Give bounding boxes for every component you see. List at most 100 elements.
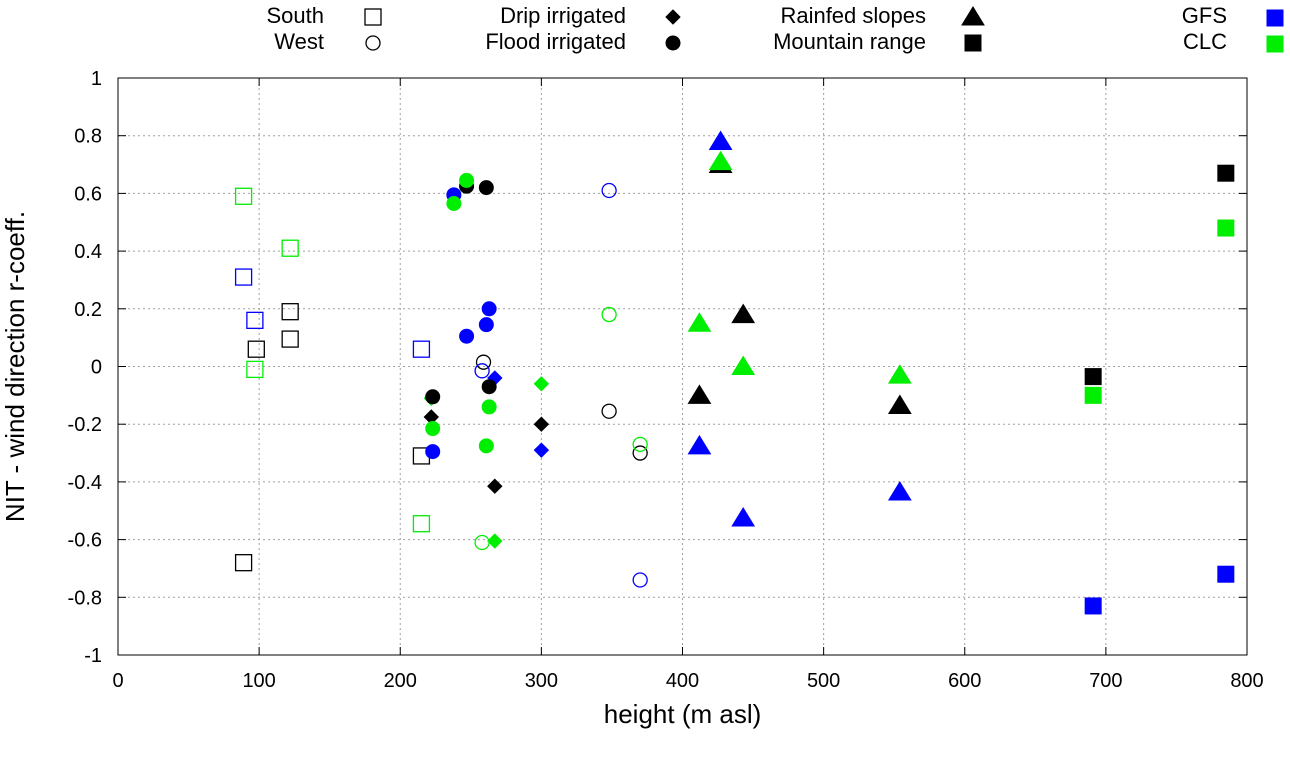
data-point: [632, 436, 648, 453]
data-point: [478, 180, 494, 196]
grid-layer: [118, 78, 1247, 655]
legend-marker: [964, 34, 982, 52]
data-point: [481, 399, 497, 415]
x-tick-label: 700: [1089, 670, 1122, 692]
data-point: [474, 363, 490, 379]
data-point: [425, 389, 441, 405]
y-tick-label: -0.6: [68, 530, 102, 552]
data-point: [481, 301, 497, 317]
series-drip-irrigated-station: [423, 409, 550, 494]
x-tick-label: 400: [666, 670, 699, 692]
legend-marker: [961, 6, 985, 26]
data-point: [601, 182, 617, 199]
legend-marker: [1266, 9, 1284, 27]
data-point: [474, 534, 490, 551]
series-mountain-range-station: [1084, 164, 1235, 386]
legend-label: Drip irrigated: [500, 3, 626, 28]
data-point: [459, 328, 475, 344]
legend-label: GFS: [1182, 3, 1227, 28]
data-point: [1217, 565, 1235, 583]
data-point: [487, 533, 503, 549]
series-west-clc: [474, 306, 648, 551]
data-point: [246, 311, 264, 329]
y-tick-label: -1: [84, 645, 102, 667]
legend-label: West: [274, 29, 324, 54]
y-tick-label: -0.8: [68, 587, 102, 609]
legend-entry-south: South: [267, 3, 382, 28]
legend-label: CLC: [1183, 29, 1227, 54]
data-point: [632, 445, 648, 461]
data-point: [234, 268, 253, 286]
x-axis-title: height (m asl): [604, 699, 762, 729]
legend-marker: [365, 35, 381, 51]
data-point: [425, 421, 441, 437]
data-point: [533, 442, 550, 458]
x-tick-label: 600: [948, 670, 981, 692]
tick-layer: 0 100 200 300 400 500 600 700 800 -1 -0.8 -0.6 -0.4 -…: [68, 68, 1264, 692]
legend-label: Mountain range: [773, 29, 926, 54]
y-tick-label: 0.2: [74, 299, 102, 321]
data-point: [487, 478, 503, 494]
legend-label: Flood irrigated: [485, 29, 626, 54]
legend-entry-mountain-range: Mountain range: [773, 29, 982, 54]
data-points: [234, 130, 1235, 615]
data-point: [887, 364, 912, 384]
series-mountain-range-clc: [1084, 219, 1235, 404]
data-point: [687, 312, 712, 332]
data-point: [1084, 597, 1102, 615]
data-point: [412, 515, 431, 533]
y-tick-label: -0.2: [68, 414, 102, 436]
series-west-station: [475, 354, 648, 461]
data-point: [1084, 386, 1102, 404]
data-point: [731, 355, 756, 375]
legend-marker: [665, 35, 681, 51]
data-point: [478, 317, 494, 333]
x-tick-label: 100: [242, 670, 275, 692]
data-point: [887, 394, 912, 414]
legend-marker: [665, 9, 681, 25]
data-point: [425, 444, 441, 460]
y-tick-label: 0.8: [74, 126, 102, 148]
y-tick-label: -0.4: [68, 472, 102, 494]
legend-entry-rainfed-slopes: Rainfed slopes: [780, 3, 985, 28]
data-point: [1217, 219, 1235, 237]
y-tick-label: 0.6: [74, 183, 102, 205]
series-rainfed-slopes-clc: [687, 150, 912, 384]
series-south-gfs: [234, 268, 431, 358]
legend-marker: [1266, 35, 1284, 53]
series-drip-irrigated-gfs: [487, 370, 550, 458]
data-point: [731, 507, 756, 527]
data-point: [247, 340, 265, 358]
legend-entry-drip-irrigated: Drip irrigated: [500, 3, 681, 28]
data-point: [475, 354, 492, 370]
data-point: [234, 187, 253, 205]
y-axis-title: NIT - wind direction r-coeff.: [0, 211, 30, 522]
data-point: [281, 303, 299, 321]
legend-entry-gfs: GFS: [1182, 3, 1284, 28]
data-point: [601, 306, 617, 323]
series-flood-irrigated-clc: [425, 172, 497, 454]
x-tick-label: 800: [1230, 670, 1263, 692]
legend-entry-clc: CLC: [1183, 29, 1284, 54]
data-point: [708, 130, 733, 150]
data-point: [601, 403, 617, 419]
data-point: [731, 303, 756, 324]
data-point: [687, 434, 712, 455]
data-point: [533, 376, 550, 392]
data-point: [478, 438, 494, 454]
data-point: [533, 416, 550, 432]
data-point: [446, 195, 462, 211]
x-tick-label: 300: [525, 670, 558, 692]
x-tick-label: 500: [807, 670, 840, 692]
x-tick-label: 200: [384, 670, 417, 692]
series-flood-irrigated-station: [425, 178, 497, 405]
data-point: [412, 340, 431, 358]
data-point: [708, 150, 733, 171]
series-rainfed-slopes-gfs: [687, 130, 912, 527]
data-point: [234, 554, 253, 572]
legend-marker: [364, 8, 382, 26]
series-south-station: [234, 303, 431, 572]
series-mountain-range-gfs: [1084, 565, 1235, 615]
